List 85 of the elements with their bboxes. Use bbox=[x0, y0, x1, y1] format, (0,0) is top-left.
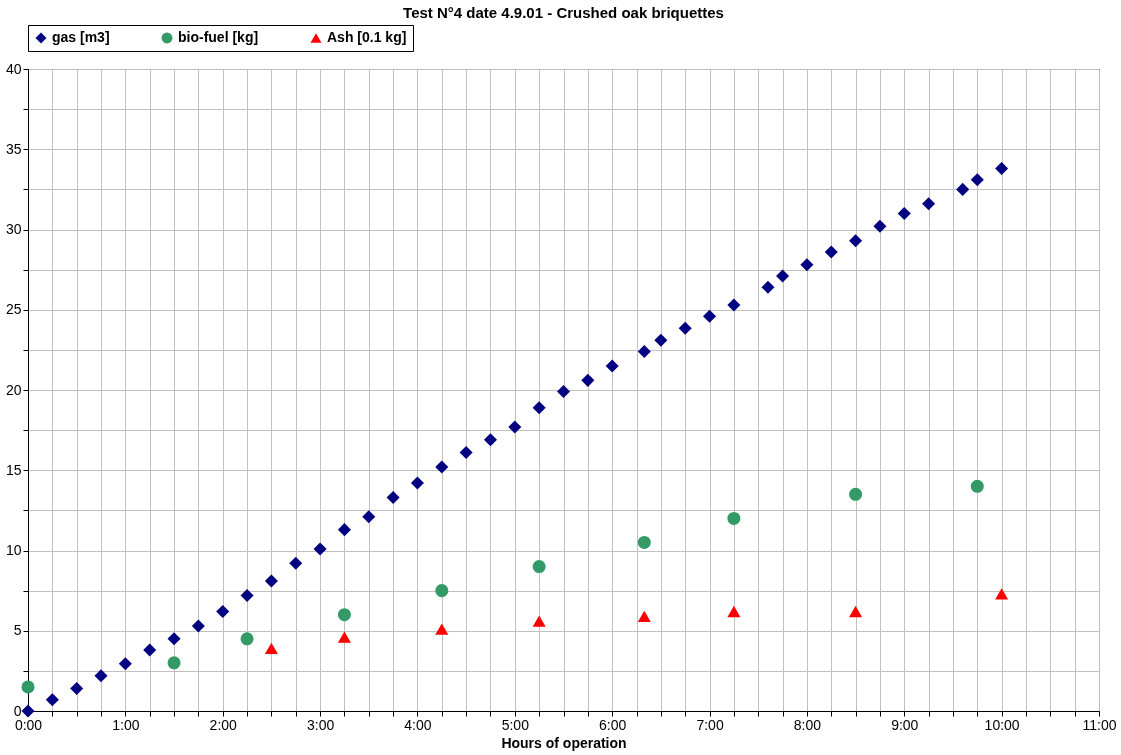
point bbox=[703, 309, 717, 323]
point bbox=[240, 588, 254, 602]
point bbox=[824, 245, 838, 259]
point bbox=[532, 401, 546, 415]
point bbox=[264, 642, 278, 655]
point bbox=[995, 588, 1009, 600]
point bbox=[995, 161, 1009, 176]
x-tick-label: 0:00 bbox=[14, 716, 43, 733]
point bbox=[167, 632, 181, 646]
point bbox=[167, 656, 181, 670]
point bbox=[776, 269, 790, 283]
point bbox=[21, 704, 35, 718]
x-tick-label: 8:00 bbox=[793, 716, 822, 733]
point bbox=[532, 560, 546, 574]
y-tick-label: 0 bbox=[13, 702, 22, 719]
point bbox=[337, 608, 351, 622]
point bbox=[849, 487, 863, 501]
y-tick-label: 5 bbox=[13, 622, 22, 639]
point bbox=[94, 669, 108, 683]
point bbox=[727, 605, 741, 618]
point bbox=[362, 510, 376, 524]
point bbox=[761, 280, 775, 294]
point bbox=[483, 433, 497, 447]
point bbox=[873, 219, 887, 233]
point bbox=[435, 623, 449, 635]
x-tick-label: 5:00 bbox=[501, 716, 530, 733]
x-tick-label: 4:00 bbox=[404, 716, 432, 733]
point bbox=[118, 657, 132, 671]
y-tick-label: 40 bbox=[5, 60, 22, 77]
legend-label: bio-fuel [kg] bbox=[178, 29, 259, 45]
point bbox=[637, 535, 651, 549]
point bbox=[435, 460, 449, 474]
y-tick-label: 30 bbox=[5, 221, 22, 237]
x-tick-label: 7:00 bbox=[696, 716, 724, 733]
point bbox=[637, 344, 651, 358]
point bbox=[289, 556, 303, 570]
point bbox=[605, 359, 619, 373]
point bbox=[849, 234, 863, 248]
point bbox=[216, 604, 230, 619]
x-tick-label: 11:00 bbox=[1082, 716, 1117, 733]
point bbox=[581, 373, 595, 387]
point bbox=[264, 574, 278, 588]
legend-label: gas [m3] bbox=[52, 29, 110, 45]
y-tick-label: 25 bbox=[5, 301, 22, 318]
x-tick-label: 10:00 bbox=[984, 716, 1020, 733]
point bbox=[313, 542, 327, 556]
point bbox=[386, 491, 400, 505]
x-axis-title: Hours of operation bbox=[501, 734, 627, 751]
x-tick-label: 6:00 bbox=[599, 716, 627, 733]
point bbox=[727, 298, 741, 312]
point bbox=[970, 173, 984, 187]
y-tick-label: 10 bbox=[5, 542, 22, 558]
point bbox=[727, 511, 741, 525]
point bbox=[459, 446, 473, 460]
point bbox=[922, 197, 936, 211]
point bbox=[556, 385, 571, 399]
point bbox=[637, 610, 651, 622]
y-tick-label: 15 bbox=[5, 461, 22, 478]
point bbox=[435, 584, 449, 598]
point bbox=[410, 476, 424, 490]
point bbox=[970, 479, 984, 493]
point bbox=[654, 333, 668, 347]
point bbox=[532, 615, 546, 627]
x-tick-label: 2:00 bbox=[209, 716, 238, 733]
legend-label: Ash [0.1 kg] bbox=[327, 29, 407, 45]
point bbox=[800, 258, 814, 272]
point bbox=[849, 605, 863, 618]
chart-title: Test N°4 date 4.9.01 - Crushed oak briquettes bbox=[403, 3, 724, 21]
x-tick-label: 1:00 bbox=[112, 716, 140, 733]
point bbox=[70, 682, 84, 696]
point bbox=[143, 643, 157, 657]
point bbox=[191, 619, 205, 633]
y-tick-label: 20 bbox=[5, 381, 22, 398]
x-tick-label: 3:00 bbox=[306, 716, 335, 733]
point bbox=[337, 523, 351, 537]
point bbox=[508, 420, 522, 434]
point bbox=[45, 693, 59, 707]
x-tick-label: 9:00 bbox=[891, 716, 919, 733]
point bbox=[21, 680, 35, 694]
point bbox=[678, 321, 692, 335]
point bbox=[240, 632, 254, 646]
point bbox=[897, 206, 911, 220]
y-tick-label: 35 bbox=[5, 140, 22, 157]
point bbox=[337, 631, 351, 643]
point bbox=[956, 182, 970, 196]
